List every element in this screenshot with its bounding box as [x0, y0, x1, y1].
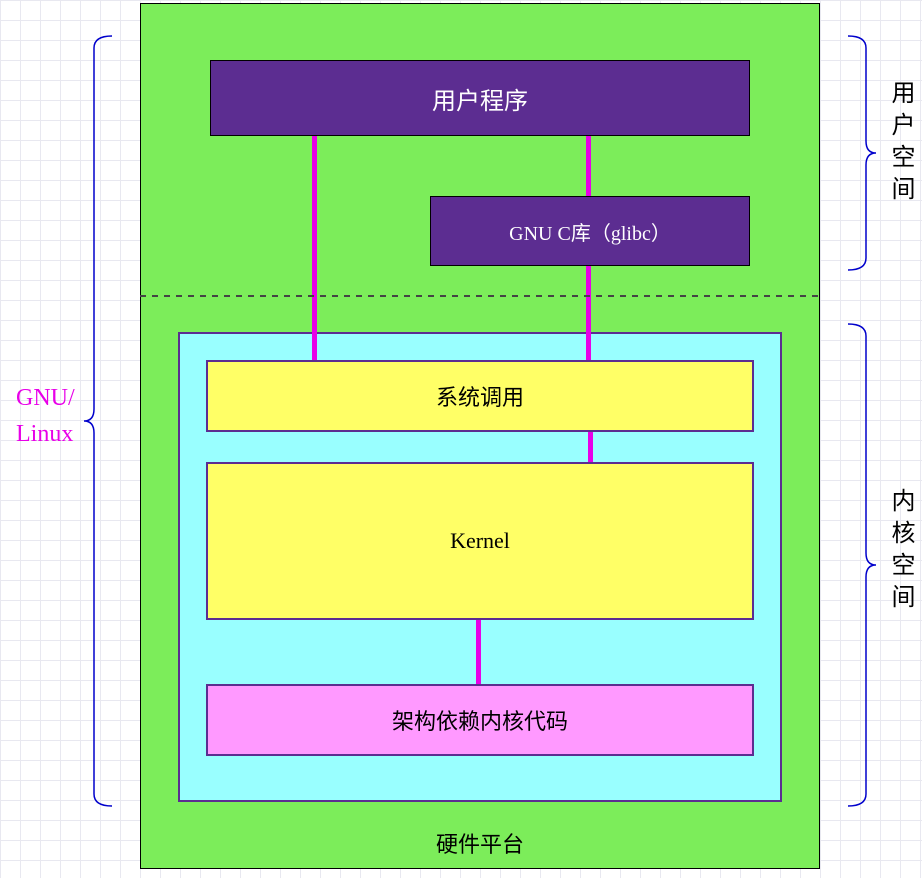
kernel-space-label: 内核空间	[882, 488, 918, 616]
brackets	[0, 0, 922, 878]
user-space-label: 用户空间	[882, 80, 918, 208]
gnu-linux-label: GNU/ Linux	[16, 380, 75, 452]
